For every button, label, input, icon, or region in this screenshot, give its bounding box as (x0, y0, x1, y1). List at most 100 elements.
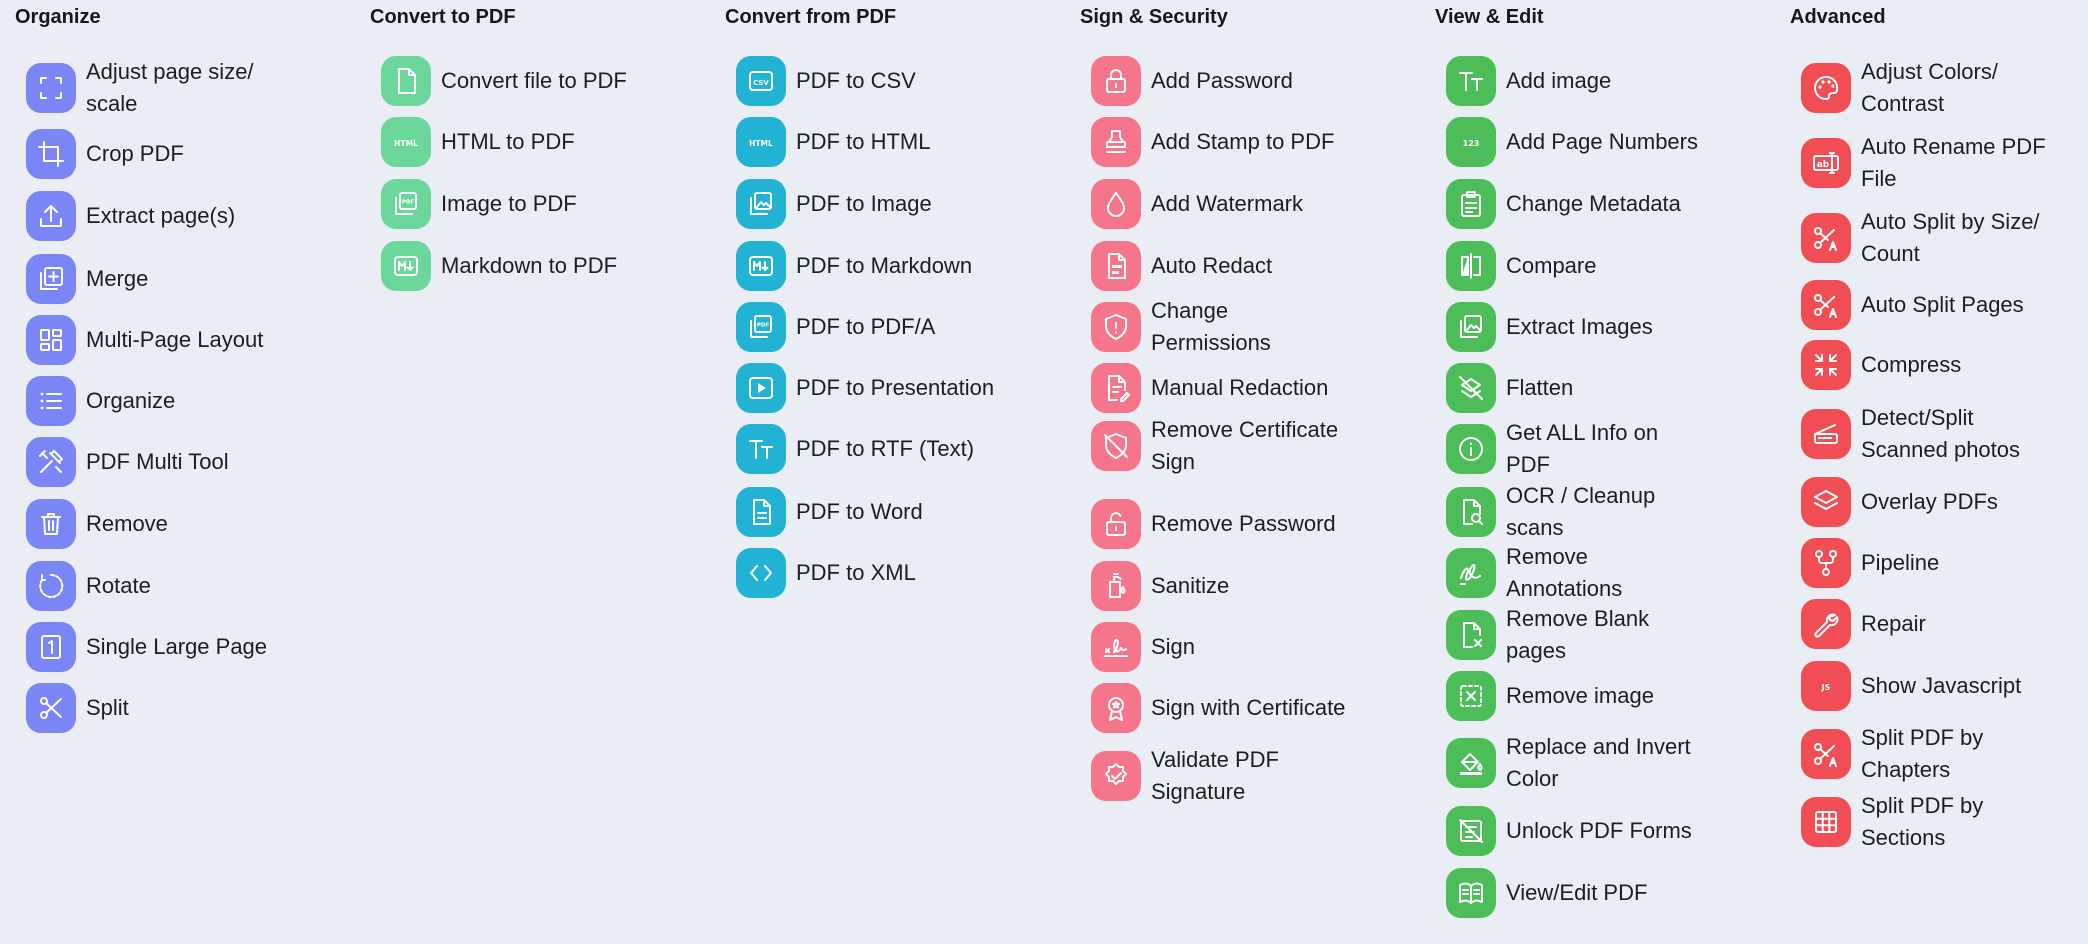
tool-manual-redaction[interactable]: Manual Redaction (1091, 362, 1391, 414)
tool-remove-blank-pages[interactable]: Remove Blank pages (1446, 606, 1746, 663)
tool-ocr-cleanup[interactable]: OCR / Cleanup scans (1446, 483, 1746, 540)
tool-split-by-chapters[interactable]: Split PDF by Chapters (1801, 725, 2088, 782)
tool-auto-split-pages[interactable]: Auto Split Pages (1801, 279, 2088, 331)
csv-icon: CSV (736, 56, 786, 106)
tool-show-javascript[interactable]: JS Show Javascript (1801, 660, 2088, 712)
tool-label: Organize (86, 388, 176, 413)
tool-single-large-page[interactable]: Single Large Page (26, 621, 326, 673)
scale-icon (26, 63, 76, 113)
layers-off-icon (1446, 363, 1496, 413)
tool-view-edit-pdf[interactable]: View/Edit PDF (1446, 867, 1746, 919)
tool-adjust-page-size[interactable]: Adjust page size/ scale (26, 59, 326, 116)
tool-remove-certificate-sign[interactable]: Remove Certificate Sign (1091, 417, 1391, 474)
tool-adjust-colors[interactable]: Adjust Colors/ Contrast (1801, 59, 2088, 116)
tool-split[interactable]: Split (26, 682, 326, 734)
tool-label: Unlock PDF Forms (1506, 818, 1692, 843)
tool-html-to-pdf[interactable]: HTML HTML to PDF (381, 116, 681, 168)
tool-pdf-to-rtf[interactable]: PDF to RTF (Text) (736, 423, 1036, 475)
tool-label: Auto Rename PDF File (1861, 134, 2046, 191)
tool-compare[interactable]: Compare (1446, 240, 1746, 292)
tool-pipeline[interactable]: Pipeline (1801, 537, 2088, 589)
tool-remove-password[interactable]: Remove Password (1091, 498, 1391, 550)
tool-auto-redact[interactable]: Auto Redact (1091, 240, 1391, 292)
tool-split-by-sections[interactable]: Split PDF by Sections (1801, 793, 2088, 850)
verified-icon (1091, 751, 1141, 801)
tool-multi-page-layout[interactable]: Multi-Page Layout (26, 314, 326, 366)
tool-pdf-to-html[interactable]: HTML PDF to HTML (736, 116, 1036, 168)
tool-sanitize[interactable]: Sanitize (1091, 560, 1391, 612)
tool-pdf-to-image[interactable]: PDF to Image (736, 178, 1036, 230)
tool-add-image[interactable]: Add image (1446, 55, 1746, 107)
tool-label: Crop PDF (86, 141, 184, 166)
tool-label: Flatten (1506, 375, 1574, 400)
tool-change-permissions[interactable]: Change Permissions (1091, 298, 1391, 355)
tool-auto-split-size[interactable]: Auto Split by Size/ Count (1801, 209, 2088, 266)
tool-pdf-to-pdfa[interactable]: PDF PDF to PDF/A (736, 301, 1036, 353)
tool-merge[interactable]: Merge (26, 253, 326, 305)
tool-change-metadata[interactable]: Change Metadata (1446, 178, 1746, 230)
category-title: Convert to PDF (370, 6, 516, 28)
tool-add-page-numbers[interactable]: 123 Add Page Numbers (1446, 116, 1746, 168)
tool-remove-image[interactable]: Remove image (1446, 670, 1746, 722)
tool-label: Show Javascript (1861, 673, 2022, 698)
tool-label: Manual Redaction (1151, 375, 1329, 400)
tool-image-to-pdf[interactable]: PDF Image to PDF (381, 178, 681, 230)
tool-overlay-pdfs[interactable]: Overlay PDFs (1801, 476, 2088, 528)
tool-pdf-to-presentation[interactable]: PDF to Presentation (736, 362, 1036, 414)
unlock-icon (1091, 499, 1141, 549)
tool-label: Remove image (1506, 683, 1654, 708)
tool-label: Replace and Invert Color (1506, 734, 1691, 791)
tool-extract-pages[interactable]: Extract page(s) (26, 190, 326, 242)
shield-icon (1091, 302, 1141, 352)
tool-label: PDF to Markdown (796, 253, 973, 278)
tool-label: Sanitize (1151, 573, 1230, 598)
tool-label: Compress (1861, 352, 1962, 377)
file-icon (381, 56, 431, 106)
tool-label: HTML to PDF (441, 129, 575, 154)
tool-extract-images[interactable]: Extract Images (1446, 301, 1746, 353)
tool-pdf-to-word[interactable]: PDF to Word (736, 486, 1036, 538)
tool-pdf-to-xml[interactable]: PDF to XML (736, 547, 1036, 599)
grid-icon (26, 315, 76, 365)
tool-compress[interactable]: Compress (1801, 339, 2088, 391)
tool-markdown-to-pdf[interactable]: Markdown to PDF (381, 240, 681, 292)
tool-label: PDF to CSV (796, 68, 916, 93)
tool-add-watermark[interactable]: Add Watermark (1091, 178, 1391, 230)
scissors-a-icon (1801, 280, 1851, 330)
rotate-icon (26, 561, 76, 611)
tool-pdf-to-markdown[interactable]: PDF to Markdown (736, 240, 1036, 292)
tool-label: Adjust Colors/ Contrast (1861, 59, 1998, 116)
tool-flatten[interactable]: Flatten (1446, 362, 1746, 414)
scanner-icon (1801, 409, 1851, 459)
tool-sign-with-certificate[interactable]: Sign with Certificate (1091, 682, 1391, 734)
tool-label: Overlay PDFs (1861, 489, 1998, 514)
tools-icon (26, 437, 76, 487)
markdown-icon (736, 241, 786, 291)
tool-replace-invert-color[interactable]: Replace and Invert Color (1446, 734, 1746, 791)
tool-repair[interactable]: Repair (1801, 598, 2088, 650)
tool-pdf-multi-tool[interactable]: PDF Multi Tool (26, 436, 326, 488)
tool-label: Image to PDF (441, 191, 577, 216)
tool-validate-signature[interactable]: Validate PDF Signature (1091, 747, 1391, 804)
tool-sign[interactable]: Sign (1091, 621, 1391, 673)
html-icon: HTML (736, 117, 786, 167)
lock-icon (1091, 56, 1141, 106)
tool-crop-pdf[interactable]: Crop PDF (26, 128, 326, 180)
tool-remove-annotations[interactable]: Remove Annotations (1446, 544, 1746, 601)
tool-auto-rename[interactable]: ab Auto Rename PDF File (1801, 134, 2088, 191)
tool-add-stamp[interactable]: Add Stamp to PDF (1091, 116, 1391, 168)
tool-convert-file-to-pdf[interactable]: Convert file to PDF (381, 55, 681, 107)
tool-organize[interactable]: Organize (26, 375, 326, 427)
tool-add-password[interactable]: Add Password (1091, 55, 1391, 107)
tool-remove[interactable]: Remove (26, 498, 326, 550)
category-title: Sign & Security (1080, 6, 1228, 28)
tool-label: PDF to RTF (Text) (796, 436, 975, 461)
tool-detect-split-scanned[interactable]: Detect/Split Scanned photos (1801, 405, 2088, 462)
tool-pdf-to-csv[interactable]: CSV PDF to CSV (736, 55, 1036, 107)
tool-unlock-pdf-forms[interactable]: Unlock PDF Forms (1446, 805, 1746, 857)
tool-get-all-info[interactable]: Get ALL Info on PDF (1446, 420, 1746, 477)
tool-label: Change Metadata (1506, 191, 1681, 216)
tool-rotate[interactable]: Rotate (26, 560, 326, 612)
sanitize-icon (1091, 561, 1141, 611)
category-title: Advanced (1790, 6, 1886, 28)
